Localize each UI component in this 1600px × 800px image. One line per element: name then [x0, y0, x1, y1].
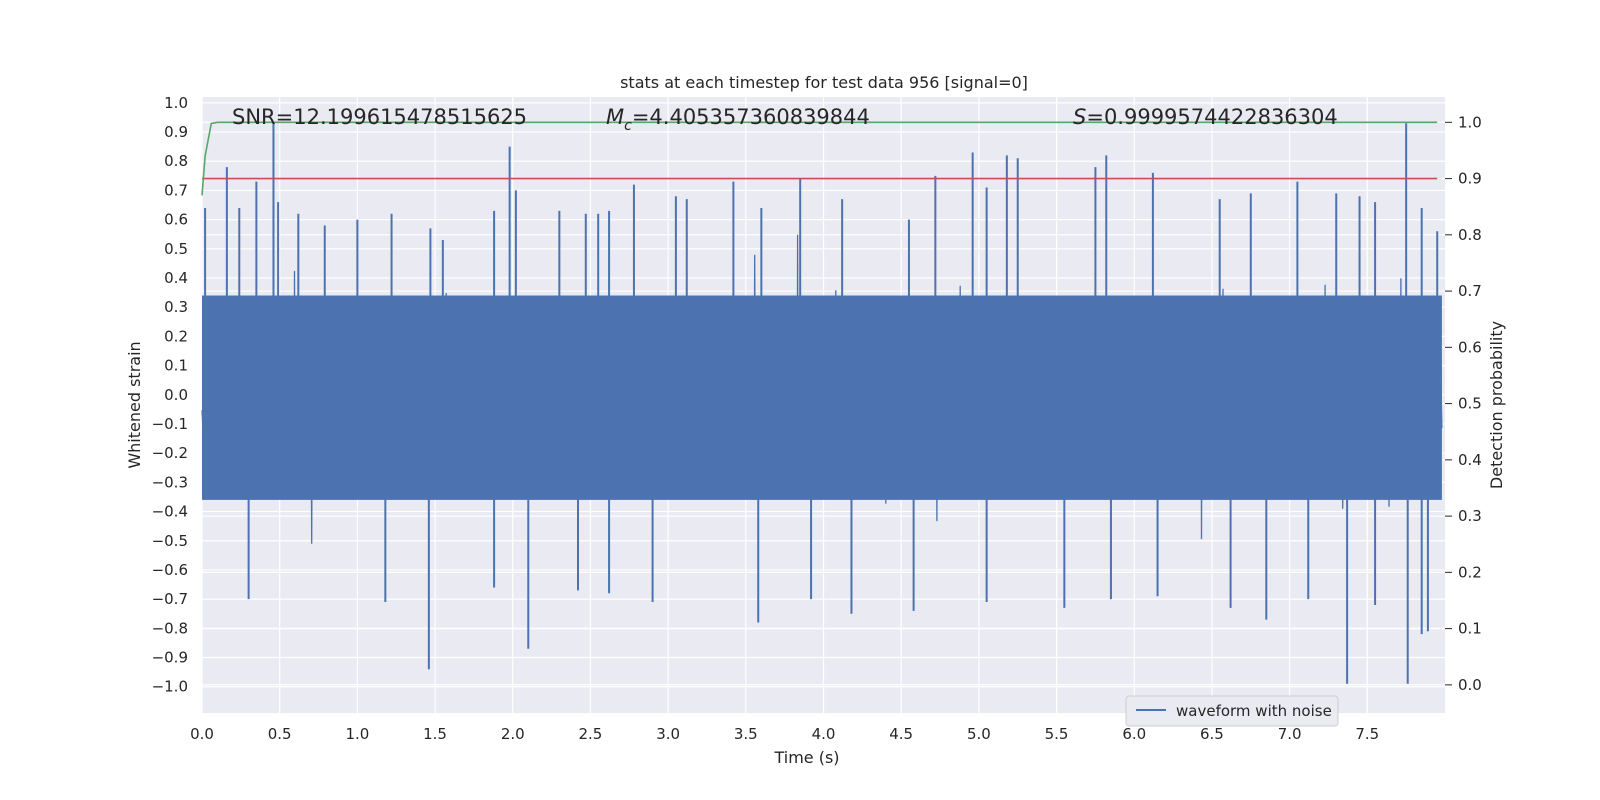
- y2-tick-label: 0.2: [1458, 563, 1482, 581]
- x-tick-label: 2.0: [501, 725, 525, 743]
- y2-tick-label: 0.5: [1458, 395, 1482, 413]
- x-tick-label: 6.5: [1200, 725, 1224, 743]
- y-tick-label: −0.5: [152, 532, 188, 550]
- x-tick-labels: 0.0 0.5 1.0 1.5 2.0 2.5 3.0 3.5 4.0 4.5 5.0 5.5 6.0 6…: [190, 725, 1379, 743]
- waveform-core: [202, 295, 1442, 500]
- y2-tick-label: 0.8: [1458, 226, 1482, 244]
- chart-title: stats at each timestep for test data 956…: [620, 73, 1028, 92]
- y2-tick-label: 0.0: [1458, 676, 1482, 694]
- y-tick-label: −0.8: [152, 619, 188, 637]
- chirp-mass-subscript: c: [624, 118, 632, 134]
- y-tick-label: 0.6: [164, 211, 188, 229]
- y-axis-title: Whitened strain: [125, 341, 144, 468]
- x-tick-label: 4.5: [889, 725, 913, 743]
- x-tick-label: 1.0: [345, 725, 369, 743]
- y-tick-label: 0.5: [164, 240, 188, 258]
- y-tick-label: 0.4: [164, 269, 188, 287]
- probability-series: [201, 121, 1438, 196]
- y-tick-label: 0.9: [164, 123, 188, 141]
- y2-axis-title: Detection probability: [1487, 321, 1506, 489]
- detection-probability-line: [201, 121, 1438, 196]
- x-tick-label: 5.0: [967, 725, 991, 743]
- x-tick-label: 4.0: [812, 725, 836, 743]
- y-tick-label: −0.6: [152, 561, 188, 579]
- y-tick-label: 0.2: [164, 327, 188, 345]
- y-tick-labels: 1.0 0.9 0.8 0.7 0.6 0.5 0.4 0.3 0.2 0.1 0.0 −0.1 −0.…: [152, 94, 188, 696]
- y-tick-label: 1.0: [164, 94, 188, 112]
- x-tick-label: 3.0: [656, 725, 680, 743]
- y-tick-label: 0.8: [164, 152, 188, 170]
- y-tick-label: 0.7: [164, 181, 188, 199]
- x-tick-label: 1.5: [423, 725, 447, 743]
- x-tick-label: 0.5: [268, 725, 292, 743]
- y2-tick-label: 0.1: [1458, 620, 1482, 638]
- x-tick-label: 2.5: [579, 725, 603, 743]
- y-tick-label: −0.1: [152, 415, 188, 433]
- chirp-mass-annotation: Mc=4.405357360839844: [606, 105, 870, 134]
- x-axis-title: Time (s): [773, 748, 839, 767]
- chirp-mass-value: =4.405357360839844: [632, 105, 870, 129]
- y2-tick-labels: 1.0 0.9 0.8 0.7 0.6 0.5 0.4 0.3 0.2 0.1 0.0: [1445, 113, 1482, 694]
- x-tick-label: 3.5: [734, 725, 758, 743]
- x-tick-label: 7.5: [1355, 725, 1379, 743]
- y2-tick-label: 1.0: [1458, 113, 1482, 131]
- y2-tick-label: 0.6: [1458, 338, 1482, 356]
- x-tick-label: 7.0: [1278, 725, 1302, 743]
- y-tick-label: −0.7: [152, 590, 188, 608]
- score-annotation: S=0.9999574422836304: [1073, 105, 1338, 129]
- y-tick-label: −0.4: [152, 503, 188, 521]
- score-symbol: S: [1073, 105, 1086, 129]
- y2-tick-label: 0.4: [1458, 451, 1482, 469]
- y-tick-label: −0.9: [152, 649, 188, 667]
- snr-annotation: SNR=12.199615478515625: [232, 105, 527, 129]
- y-tick-label: 0.3: [164, 298, 188, 316]
- legend-box: [1125, 695, 1339, 727]
- score-value: =0.9999574422836304: [1086, 105, 1337, 129]
- y-tick-label: −1.0: [152, 678, 188, 696]
- waveform-series: [201, 123, 1443, 684]
- y-tick-label: −0.3: [152, 473, 188, 491]
- y2-tick-label: 0.7: [1458, 282, 1482, 300]
- x-tick-label: 0.0: [190, 725, 214, 743]
- x-tick-label: 5.5: [1045, 725, 1069, 743]
- y-tick-label: −0.2: [152, 444, 188, 462]
- legend-label: waveform with noise: [1176, 702, 1332, 720]
- y2-tick-label: 0.3: [1458, 507, 1482, 525]
- y-tick-label: 0.1: [164, 357, 188, 375]
- x-tick-label: 6.0: [1122, 725, 1146, 743]
- chirp-mass-symbol: M: [606, 105, 624, 129]
- legend: waveform with noise: [1125, 695, 1339, 727]
- y-tick-label: 0.0: [164, 386, 188, 404]
- y2-tick-label: 0.9: [1458, 170, 1482, 188]
